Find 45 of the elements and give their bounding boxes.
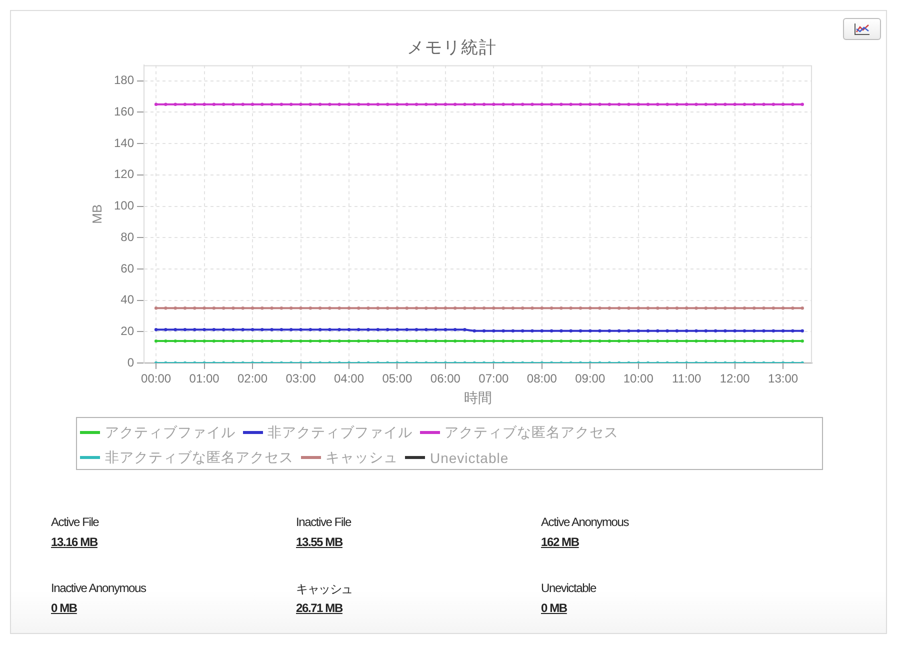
legend-label: キャッシュ: [326, 448, 398, 466]
legend-label: 非アクティブな匿名アクセス: [105, 448, 294, 466]
y-axis-title: MB: [89, 204, 104, 224]
y-tick-label: 20: [120, 324, 134, 338]
y-tick-label: 100: [114, 198, 134, 213]
x-tick-label: 12:00: [720, 372, 750, 386]
text: キャッシュ: [296, 581, 353, 598]
x-tick-label: 11:00: [672, 372, 702, 386]
legend-label: Unevictable: [430, 450, 509, 466]
y-tick-label: 0: [127, 355, 134, 370]
x-tick-label: 03:00: [286, 372, 316, 386]
text: 162 MB: [541, 535, 579, 549]
x-axis-title: 時間: [464, 389, 492, 406]
text: Active Anonymous: [541, 515, 629, 529]
text: 26.71 MB: [296, 601, 342, 615]
y-tick-label: 80: [120, 230, 134, 244]
text: 13.16 MB: [51, 535, 98, 549]
y-tick-label: 60: [120, 261, 134, 276]
text: 0 MB: [541, 601, 567, 615]
text: Active File: [51, 515, 99, 529]
text: 0 MB: [51, 601, 77, 615]
y-tick-label: 180: [114, 73, 134, 88]
x-tick-label: 07:00: [478, 372, 510, 386]
text: 13.55 MB: [296, 535, 342, 549]
text: Inactive File: [296, 515, 351, 529]
x-tick-label: 04:00: [334, 372, 364, 386]
x-tick-label: 08:00: [526, 372, 558, 386]
y-tick-label: 120: [114, 167, 134, 182]
y-tick-label: 160: [114, 104, 134, 119]
legend-label: アクティブな匿名アクセス: [444, 424, 618, 442]
x-tick-label: 13:00: [768, 372, 798, 386]
x-tick-label: 06:00: [430, 372, 461, 386]
x-tick-label: 00:00: [141, 372, 172, 386]
y-tick-label: 140: [114, 136, 134, 150]
x-tick-label: 10:00: [623, 372, 654, 386]
legend-label: 非アクティブファイル: [268, 424, 412, 442]
legend-label: アクティブファイル: [105, 424, 236, 442]
chart-title: メモリ統計: [407, 37, 497, 59]
x-tick-label: 09:00: [575, 372, 606, 386]
text: Unevictable: [541, 581, 596, 595]
y-tick-label: 40: [120, 292, 134, 307]
x-tick-label: 02:00: [238, 372, 268, 386]
x-tick-label: 05:00: [382, 372, 413, 386]
x-tick-label: 01:00: [189, 372, 220, 386]
text: Inactive Anonymous: [51, 581, 146, 595]
